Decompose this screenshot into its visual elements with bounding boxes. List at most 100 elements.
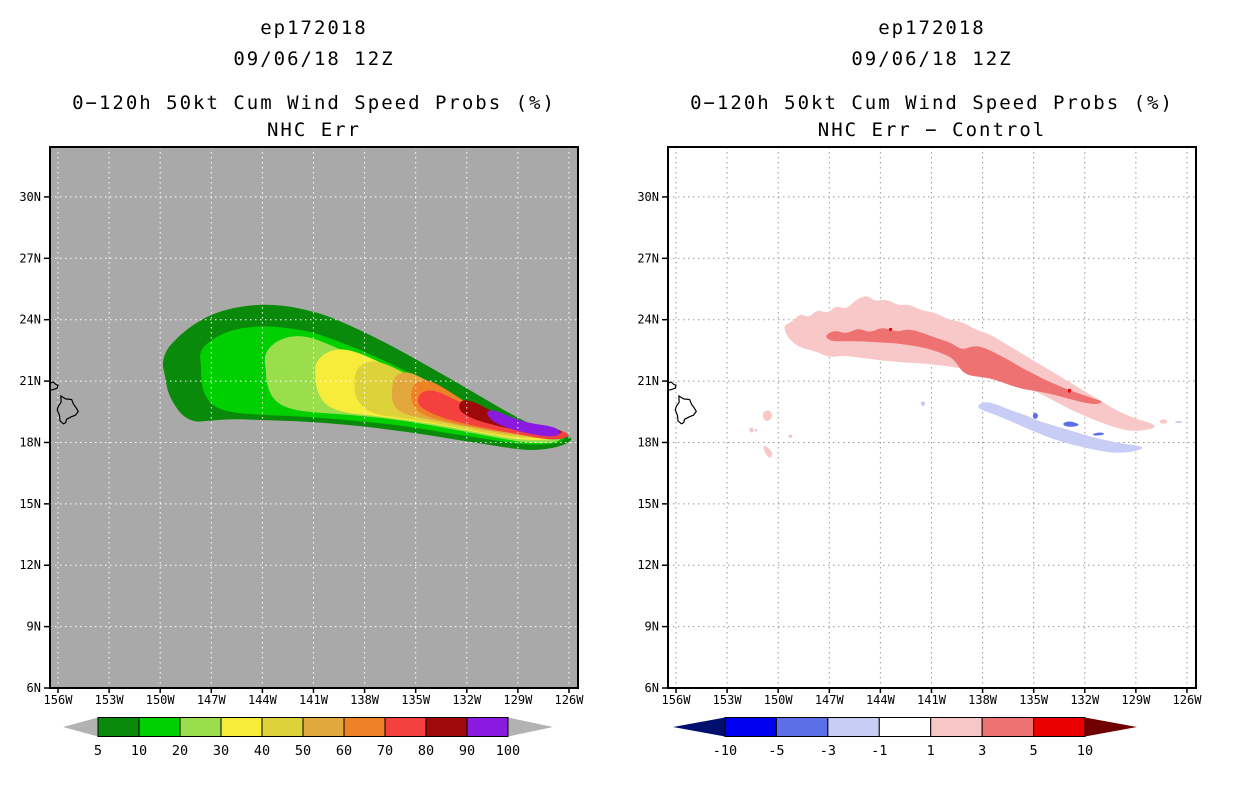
right-map-plot: 156W 153W 150W 147W 144W 141W 138W 135W 132W 129W… (637, 146, 1202, 707)
left-colorbar-label-50: 50 (295, 743, 311, 759)
right-colorbar-label-1: 1 (927, 743, 935, 759)
left-x-tick-label-150W: 150W (146, 693, 176, 707)
right-contour-level-1-4 (788, 434, 793, 439)
right-x-tick-label-129W: 129W (1121, 693, 1151, 707)
left-colorbar-segment-3 (220, 717, 263, 737)
left-x-tick-label-153W: 153W (95, 693, 125, 707)
left-hawaii-big-island-outline (56, 394, 80, 425)
right-contour-layer (749, 296, 1182, 458)
left-colorbar-under-arrow (63, 717, 98, 737)
right-colorbar: -10 -5 -3 -1 1 3 5 10 (673, 717, 1137, 759)
right-colorbar-label--1: -1 (871, 743, 887, 759)
right-colorbar-label--5: -5 (768, 743, 784, 759)
left-colorbar-label-60: 60 (336, 743, 352, 759)
right-contour-level--1-8 (754, 428, 758, 432)
right-colorbar-segment-2 (827, 717, 880, 737)
right-colorbar-label-10: 10 (1077, 743, 1093, 759)
right-contour-level-1-3 (763, 445, 773, 458)
left-x-tick-label-129W: 129W (503, 693, 533, 707)
left-colorbar-segment-5 (302, 717, 345, 737)
right-colorbar-segment-5 (981, 717, 1035, 737)
right-contour-level--3-14 (1092, 432, 1105, 436)
left-y-tick-label-12N: 12N (19, 558, 41, 572)
left-x-tick-label-147W: 147W (197, 693, 227, 707)
right-x-tick-label-147W: 147W (815, 693, 845, 707)
right-x-tick-label-132W: 132W (1070, 693, 1100, 707)
left-colorbar-label-10: 10 (131, 743, 147, 759)
left-contour-layer (162, 304, 572, 450)
right-contour-level-1-5 (1159, 419, 1168, 424)
left-colorbar-label-70: 70 (377, 743, 393, 759)
left-colorbar-segment-1 (138, 717, 181, 737)
right-colorbar-segment-0 (724, 717, 777, 737)
left-colorbar-segment-0 (97, 717, 140, 737)
right-colorbar-under-arrow (673, 717, 725, 737)
right-y-tick-label-18N: 18N (637, 435, 659, 449)
right-colorbar-segment-3 (878, 717, 932, 737)
left-y-tick-label-27N: 27N (19, 251, 41, 265)
right-colorbar-label-3: 3 (978, 743, 986, 759)
left-colorbar-segment-4 (261, 717, 304, 737)
right-y-tick-label-24N: 24N (637, 313, 659, 327)
right-y-tick-label-21N: 21N (637, 374, 659, 388)
left-y-tick-label-6N: 6N (27, 681, 41, 695)
right-contour-level--1-7 (920, 401, 926, 407)
right-colorbar-label--3: -3 (820, 743, 836, 759)
left-contour-level-90-9 (487, 410, 560, 437)
left-colorbar-segment-7 (384, 717, 427, 737)
left-x-tick-label-156W: 156W (44, 693, 74, 707)
left-x-tick-label-144W: 144W (248, 693, 278, 707)
left-y-tick-label-18N: 18N (19, 435, 41, 449)
left-colorbar-segment-2 (179, 717, 222, 737)
left-colorbar-segment-9 (466, 717, 509, 737)
right-y-tick-label-27N: 27N (637, 251, 659, 265)
right-product-title: 0−120h 50kt Cum Wind Speed Probs (%) (690, 92, 1174, 114)
right-colorbar-segment-1 (775, 717, 829, 737)
left-colorbar-label-100: 100 (496, 743, 520, 759)
right-colorbar-over-arrow (1085, 717, 1137, 737)
left-storm-id: ep172018 (260, 17, 368, 39)
right-datetime: 09/06/18 12Z (851, 48, 1013, 70)
right-contour-level-3-11 (826, 328, 1102, 404)
right-contour-level-1-2 (749, 427, 754, 433)
right-y-tick-label-30N: 30N (637, 190, 659, 204)
left-x-tick-label-141W: 141W (299, 693, 329, 707)
right-colorbar-segment-4 (930, 717, 983, 737)
left-colorbar-label-30: 30 (213, 743, 229, 759)
left-colorbar-label-90: 90 (459, 743, 475, 759)
left-colorbar-over-arrow (508, 717, 553, 737)
left-y-tick-label-15N: 15N (19, 497, 41, 511)
right-y-tick-label-6N: 6N (645, 681, 659, 695)
right-contour-level-1-1 (762, 410, 773, 421)
right-y-tick-label-9N: 9N (645, 620, 659, 634)
right-contour-level-5-16 (888, 327, 893, 332)
left-x-tick-label-126W: 126W (555, 693, 585, 707)
left-y-tick-label-24N: 24N (19, 313, 41, 327)
left-map-plot: 156W 153W 150W 147W 144W 141W 138W 135W 132W 129W… (19, 146, 585, 707)
left-contour-level-60-6 (411, 380, 546, 435)
left-y-tick-label-9N: 9N (27, 620, 41, 634)
right-x-tick-label-150W: 150W (764, 693, 794, 707)
left-colorbar-label-20: 20 (172, 743, 188, 759)
right-x-tick-label-156W: 156W (662, 693, 692, 707)
right-contour-level--3-12 (1032, 412, 1038, 419)
right-colorbar-label--10: -10 (713, 743, 737, 759)
left-colorbar: 5 10 20 30 40 50 60 70 80 90 100 (63, 717, 553, 759)
left-x-tick-label-135W: 135W (401, 693, 431, 707)
right-contour-level--3-13 (1063, 421, 1079, 427)
left-colorbar-label-80: 80 (418, 743, 434, 759)
right-x-tick-label-141W: 141W (917, 693, 947, 707)
right-panel: ep172018 09/06/18 12Z 0−120h 50kt Cum Wi… (618, 0, 1236, 800)
left-model-label: NHC Err (266, 119, 362, 141)
right-x-tick-label-135W: 135W (1019, 693, 1049, 707)
left-colorbar-label-5: 5 (94, 743, 102, 759)
left-y-tick-label-21N: 21N (19, 374, 41, 388)
right-x-tick-label-138W: 138W (968, 693, 998, 707)
right-colorbar-label-5: 5 (1030, 743, 1038, 759)
left-colorbar-segment-6 (343, 717, 386, 737)
right-x-tick-label-153W: 153W (713, 693, 743, 707)
right-contour-level--1-9 (1175, 421, 1182, 423)
right-y-tick-label-15N: 15N (637, 497, 659, 511)
left-colorbar-label-40: 40 (254, 743, 270, 759)
left-grid-layer (50, 147, 578, 688)
